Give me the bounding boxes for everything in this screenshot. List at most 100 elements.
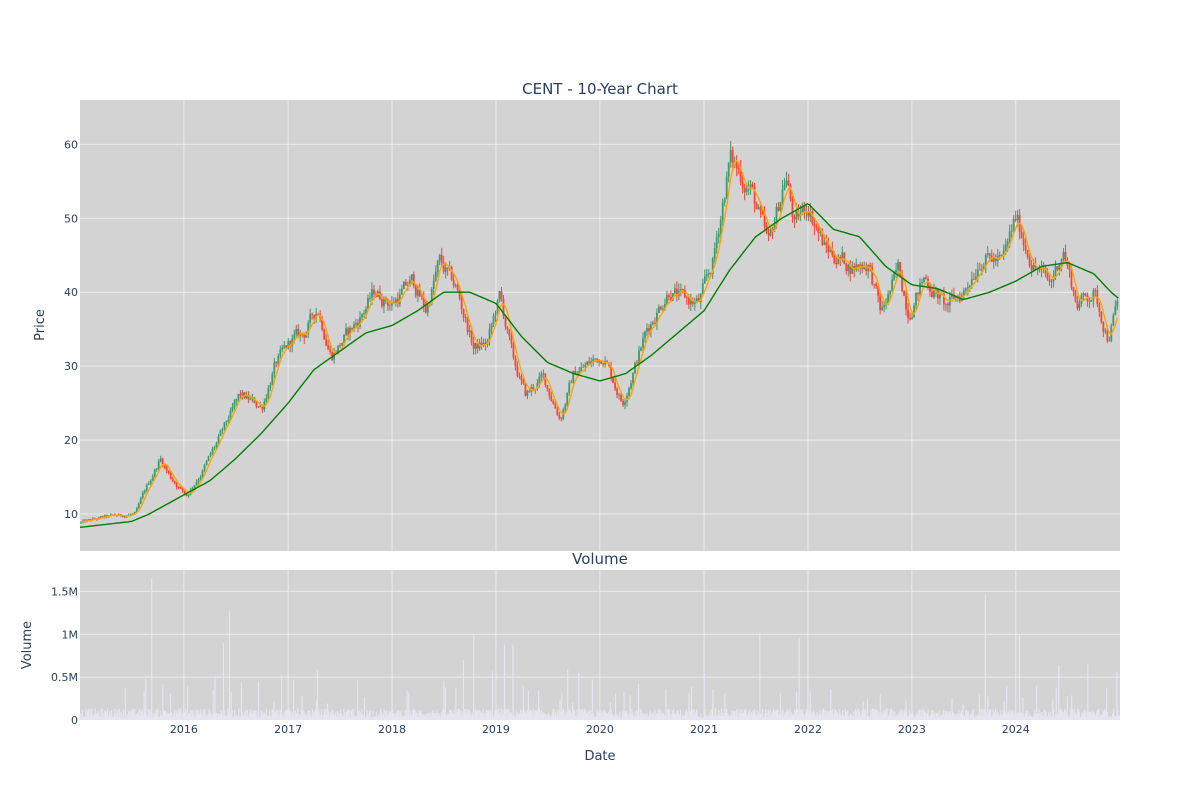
volume-bar: [1023, 715, 1025, 720]
volume-bar: [283, 712, 285, 720]
volume-bar: [918, 709, 921, 720]
price-candle: [986, 253, 989, 255]
volume-bar: [1075, 713, 1077, 720]
volume-bar: [254, 711, 256, 720]
volume-bar: [848, 715, 850, 720]
volume-bar: [378, 713, 380, 720]
volume-bar: [909, 713, 911, 720]
volume-bar: [439, 717, 442, 720]
volume-bar: [311, 708, 313, 720]
price-candle: [1062, 252, 1065, 260]
volume-bar: [948, 711, 951, 720]
price-candle: [853, 265, 856, 270]
price-candle: [598, 360, 601, 363]
volume-bar: [274, 713, 277, 720]
price-candle: [100, 516, 102, 518]
volume-bar: [642, 713, 644, 720]
volume-bar: [977, 713, 980, 720]
volume-bar: [864, 712, 866, 720]
volume-bar: [277, 714, 279, 720]
volume-bar: [151, 578, 153, 720]
price-candle: [1064, 252, 1067, 262]
volume-bar: [840, 716, 842, 720]
volume-bar: [921, 717, 923, 720]
volume-bar: [267, 715, 269, 720]
price-candle: [528, 391, 531, 392]
volume-bar: [287, 709, 289, 720]
volume-bar: [130, 710, 132, 720]
volume-bar: [796, 709, 799, 720]
volume-bar: [483, 717, 485, 720]
price-candle: [337, 345, 339, 353]
volume-bar: [940, 715, 942, 720]
price-candle: [813, 223, 816, 227]
volume-bar: [427, 716, 429, 720]
price-candle: [594, 358, 597, 360]
volume-bar: [127, 716, 129, 720]
volume-bar: [304, 716, 307, 720]
volume-bar: [989, 709, 991, 720]
volume-bar: [466, 708, 468, 720]
volume-bar: [995, 714, 998, 720]
volume-bar: [744, 708, 746, 720]
price-candle: [1004, 244, 1007, 251]
volume-bar: [263, 712, 265, 720]
volume-bar: [257, 681, 260, 720]
volume-bar: [341, 714, 343, 720]
long-moving-average-line: [79, 202, 1119, 528]
volume-bar: [651, 713, 653, 720]
volume-bar: [514, 715, 516, 720]
volume-bar: [292, 711, 294, 720]
volume-bar: [601, 711, 603, 720]
volume-bar: [964, 715, 966, 720]
price-candle: [691, 300, 694, 304]
price-candle: [217, 436, 220, 443]
price-candle: [950, 294, 953, 298]
x-tick-label: 2018: [378, 723, 406, 736]
volume-bar: [1058, 665, 1060, 720]
volume-bar: [842, 715, 845, 720]
volume-bar: [637, 684, 640, 720]
volume-bar: [701, 717, 703, 720]
volume-bar: [155, 712, 157, 720]
volume-bar: [1014, 711, 1016, 720]
volume-bar: [528, 708, 530, 720]
volume-bar: [903, 709, 905, 720]
volume-bar: [89, 708, 91, 720]
price-candle: [638, 350, 640, 363]
volume-bar: [1086, 711, 1088, 720]
volume-bar: [1047, 717, 1049, 720]
price-candle: [823, 242, 826, 245]
volume-bar: [473, 634, 475, 720]
volume-bar: [944, 710, 946, 720]
price-candle: [825, 242, 828, 246]
volume-bar: [492, 716, 494, 720]
volume-bar: [1040, 712, 1042, 720]
volume-bar: [956, 713, 958, 720]
price-candle: [634, 362, 636, 374]
volume-bar: [126, 714, 128, 720]
price-candle: [345, 328, 347, 335]
volume-bar: [529, 709, 531, 720]
volume-bar: [170, 712, 172, 720]
volume-bar: [702, 717, 705, 720]
volume-bar: [718, 710, 720, 720]
volume-bar: [937, 715, 939, 720]
volume-bar: [388, 711, 390, 720]
price-candle: [135, 507, 138, 513]
volume-bar: [349, 710, 351, 720]
volume-bar: [1079, 716, 1081, 720]
price-candle: [572, 371, 575, 383]
volume-bar: [1035, 685, 1038, 720]
volume-bar: [435, 712, 437, 720]
price-candle: [245, 395, 248, 399]
price-candle: [1100, 311, 1103, 323]
volume-bar: [1072, 717, 1074, 720]
volume-bar: [853, 711, 855, 720]
price-candle: [137, 503, 140, 508]
volume-bar: [84, 716, 86, 720]
volume-bar: [983, 710, 985, 720]
volume-bar: [347, 709, 349, 720]
volume-bar: [381, 714, 383, 720]
volume-bar: [596, 708, 598, 720]
